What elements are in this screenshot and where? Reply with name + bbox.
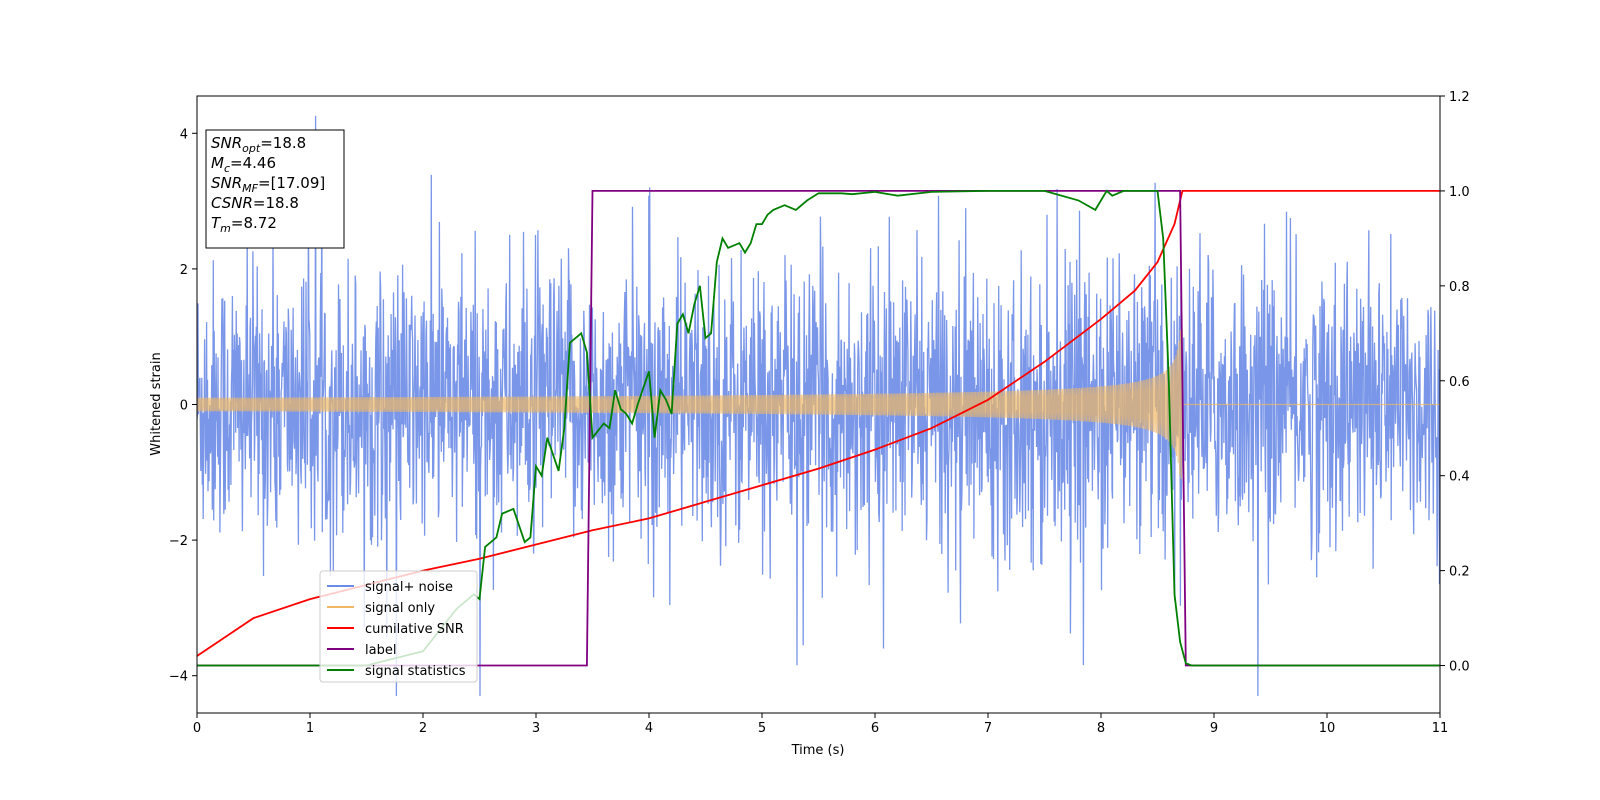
legend-entry: label bbox=[365, 643, 396, 658]
annotation-symbol: CSNR bbox=[211, 194, 253, 212]
x-tick-label: 7 bbox=[984, 721, 992, 736]
x-tick-label: 4 bbox=[645, 721, 653, 736]
annotation-value: =18.8 bbox=[253, 194, 299, 212]
left-y-tick-label: 0 bbox=[180, 399, 188, 414]
x-tick-label: 3 bbox=[532, 721, 540, 736]
left-y-axis: 4 2 0 −2 −4 bbox=[169, 127, 197, 685]
annotation-symbol: T bbox=[211, 214, 222, 232]
annotation-subscript: MF bbox=[242, 182, 258, 195]
x-tick-label: 8 bbox=[1097, 721, 1105, 736]
left-y-tick-label: −4 bbox=[169, 670, 188, 685]
annotation-symbol: SNR bbox=[211, 134, 242, 152]
y-axis-label: Whitened strain bbox=[149, 352, 164, 455]
annotation-frame bbox=[205, 129, 345, 249]
annotation-subscript: m bbox=[220, 222, 231, 235]
x-tick-label: 1 bbox=[306, 721, 314, 736]
x-tick-label: 11 bbox=[1432, 721, 1449, 736]
signal-only-line bbox=[197, 329, 1440, 480]
right-y-tick-label: 0.0 bbox=[1449, 660, 1470, 675]
right-y-tick-label: 0.8 bbox=[1449, 280, 1470, 295]
right-y-tick-label: 0.4 bbox=[1449, 470, 1470, 485]
signal-noise-line bbox=[197, 115, 1440, 697]
annotation-value: =8.72 bbox=[231, 214, 277, 232]
legend-entry: signal statistics bbox=[365, 664, 466, 679]
signal-noise-series bbox=[197, 115, 1440, 697]
x-axis: 0 1 2 3 4 5 6 7 8 9 10 11 bbox=[193, 713, 1448, 736]
signal-only-series bbox=[197, 329, 1440, 480]
right-y-tick-label: 1.2 bbox=[1449, 90, 1470, 105]
x-tick-label: 10 bbox=[1319, 721, 1336, 736]
left-y-tick-label: −2 bbox=[169, 534, 188, 549]
left-y-tick-label: 2 bbox=[180, 263, 188, 278]
x-tick-label: 9 bbox=[1210, 721, 1218, 736]
legend-entry: signal only bbox=[365, 601, 435, 616]
legend-entry: cumilative SNR bbox=[365, 622, 464, 637]
x-tick-label: 6 bbox=[871, 721, 879, 736]
annotation-subscript: opt bbox=[242, 142, 261, 155]
annotation-subscript: c bbox=[224, 162, 230, 175]
parameter-annotation-box: SNRopt=18.8Mc=4.46SNRMF=[17.09]CSNR=18.8… bbox=[205, 129, 345, 249]
annotation-line: SNRopt=18.8 bbox=[211, 134, 306, 155]
right-y-tick-label: 0.6 bbox=[1449, 375, 1470, 390]
annotation-line: SNRMF=[17.09] bbox=[211, 174, 325, 195]
x-tick-label: 5 bbox=[758, 721, 766, 736]
left-y-tick-label: 4 bbox=[180, 127, 188, 142]
right-y-axis: 1.2 1.0 0.8 0.6 0.4 0.2 0.0 bbox=[1440, 90, 1470, 675]
legend: signal+ noise signal only cumilative SNR la… bbox=[319, 570, 478, 683]
right-y-tick-label: 1.0 bbox=[1449, 185, 1470, 200]
annotation-line: Mc=4.46 bbox=[211, 154, 276, 175]
annotation-symbol: M bbox=[211, 154, 224, 172]
x-tick-label: 2 bbox=[419, 721, 427, 736]
annotation-line: Tm=8.72 bbox=[211, 214, 277, 235]
signal-statistics-line bbox=[197, 189, 1440, 667]
x-axis-label: Time (s) bbox=[791, 743, 845, 758]
annotation-value: =18.8 bbox=[260, 134, 306, 152]
annotation-value: =[17.09] bbox=[258, 174, 325, 192]
legend-frame bbox=[319, 570, 478, 683]
legend-entry: signal+ noise bbox=[365, 580, 453, 595]
x-tick-label: 0 bbox=[193, 721, 201, 736]
annotation-symbol: SNR bbox=[211, 174, 242, 192]
right-y-tick-label: 0.2 bbox=[1449, 565, 1470, 580]
annotation-value: =4.46 bbox=[230, 154, 276, 172]
annotation-line: CSNR=18.8 bbox=[211, 194, 299, 212]
